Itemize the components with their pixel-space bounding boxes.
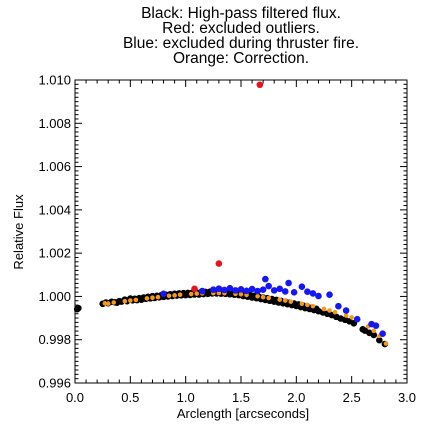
y-axis-label: Relative Flux [11,194,26,270]
thruster-point [304,288,311,295]
outliers-series [191,81,264,293]
correction-point [172,293,177,298]
x-tick-label: 1.5 [232,390,250,405]
outliers-point [256,81,264,89]
correction-series [102,290,389,346]
correction-point [144,296,150,301]
correction-point [216,290,222,296]
correction-point [194,291,200,296]
correction-point [321,306,327,312]
x-tick-label: 2.5 [343,390,361,405]
high_pass-point [376,336,383,344]
thruster-point [265,282,272,290]
correction-point [260,294,266,300]
thruster-point [221,286,228,294]
correction-point [310,303,316,309]
x-axis-ticks: 0.0 0.5 1.0 1.5 2.0 2.5 3.0 [66,80,416,405]
thruster-point [315,292,322,300]
thruster-point [215,285,223,292]
y-tick-label: 1.010 [38,73,71,88]
correction-point [349,315,354,320]
correction-point [155,294,161,300]
thruster-point [254,287,261,295]
correction-point [266,295,271,301]
correction-point [305,302,310,308]
correction-point [255,293,260,299]
thruster-point [309,290,317,297]
thruster-point [298,283,306,290]
correction-point [166,293,172,299]
y-tick-label: 1.004 [38,202,71,217]
outliers-point [215,260,223,267]
thruster-point [237,285,245,293]
thruster-point [285,279,292,287]
thruster-point [270,287,278,294]
thruster-point [290,289,298,296]
thruster-series [160,275,386,337]
correction-point [102,301,108,306]
thruster-point [259,286,267,294]
plot-points [73,81,389,348]
x-tick-label: 3.0 [398,390,416,405]
x-axis-label: Arclength [arcseconds] [177,406,309,421]
y-tick-label: 1.002 [38,246,71,261]
chart-title: Black: High-pass filtered flux. Red: exc… [123,5,359,67]
thruster-point [372,322,380,329]
correction-point [371,328,377,334]
title-line-1: Black: High-pass filtered flux. [141,5,341,22]
thruster-point [262,275,269,283]
thruster-point [276,285,284,293]
correction-point [288,299,294,304]
correction-point [150,295,155,301]
correction-point [327,308,332,313]
high_pass-series [73,288,389,348]
thruster-point [248,285,256,293]
correction-point [277,297,283,302]
thruster-point [160,290,167,298]
x-tick-label: 0.5 [121,390,139,405]
correction-point [177,292,183,298]
y-tick-label: 1.008 [38,116,71,131]
y-axis-ticks: 0.996 0.998 1.000 1.002 1.004 1.006 1.008 1.010 [38,73,407,391]
thruster-point [281,288,289,295]
correction-point [111,300,117,305]
thruster-point [326,291,333,299]
title-line-2: Red: excluded outliers. [162,20,320,37]
high_pass-point [370,331,378,339]
thruster-point [379,330,386,337]
correction-point [122,298,128,304]
x-tick-label: 2.0 [287,390,305,405]
thruster-point [226,284,234,292]
thruster-point [243,287,250,295]
y-tick-label: 0.998 [38,332,71,347]
thruster-point [353,315,361,323]
correction-point [282,298,288,303]
correction-point [238,291,244,297]
thruster-point [198,287,206,295]
thruster-point [335,302,342,310]
correction-point [343,313,349,318]
thruster-point [210,286,217,294]
outliers-point [191,285,198,293]
thruster-point [342,307,350,314]
title-line-3: Blue: excluded during thruster fire. [123,35,359,52]
plot-frame [74,79,408,384]
x-tick-label: 0.0 [66,390,84,405]
correction-point [133,297,139,303]
y-tick-label: 0.996 [38,376,71,391]
title-line-4: Orange: Correction. [173,50,309,67]
high_pass-point [75,304,82,312]
thruster-point [232,287,239,294]
y-tick-label: 1.006 [38,159,71,174]
x-tick-label: 1.0 [177,390,195,405]
correction-point [299,301,305,307]
correction-point [128,298,133,303]
correction-point [332,309,338,315]
correction-point [383,341,389,346]
correction-point [105,301,111,306]
y-tick-label: 1.000 [38,289,71,304]
correction-point [188,291,194,297]
